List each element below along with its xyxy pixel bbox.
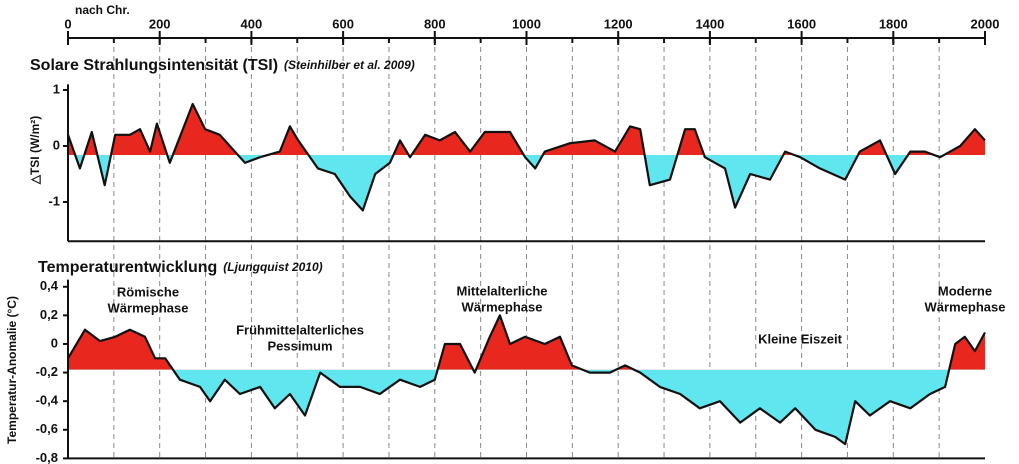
title-text: Temperaturentwicklung (38, 259, 217, 276)
annotation: Römische (117, 284, 179, 299)
annotation: Kleine Eiszeit (758, 331, 842, 346)
x-tick-label: 1600 (787, 16, 816, 31)
x-tick-label: 1200 (604, 16, 633, 31)
x-tick-label: 0 (64, 16, 71, 31)
title-text: Solare Strahlungsintensität (TSI) (30, 57, 278, 74)
source: (Steinhilber et al. 2009) (284, 58, 415, 72)
annotation: Wärmephase (108, 300, 189, 315)
y-tick-label: -0,8 (36, 450, 58, 464)
annotation: Pessimum (267, 338, 332, 353)
x-tick-label: 1000 (512, 16, 541, 31)
y-axis-label: Temperatur-Anomalie (°C) (5, 296, 19, 444)
y-tick-label: 0,2 (40, 307, 58, 322)
y-tick-label: 0 (51, 335, 58, 350)
y-axis-label: △TSI (W/m²) (28, 116, 42, 186)
line (67, 314, 986, 446)
chart-title: Temperaturentwicklung (Ljungquist 2010) (38, 259, 323, 276)
source: (Ljungquist 2010) (223, 260, 322, 274)
area-below (75, 154, 945, 211)
x-tick-label: 1400 (695, 16, 724, 31)
y-tick-label: 1 (53, 81, 60, 96)
x-tick-label: 200 (149, 16, 171, 31)
area-above (68, 315, 985, 370)
x-tick-label: 2000 (971, 16, 1000, 31)
x-tick-label: 600 (332, 16, 354, 31)
y-tick-label: -1 (48, 193, 60, 208)
area-above (68, 104, 985, 155)
x-tick-label: 800 (424, 16, 446, 31)
chart-title: Solare Strahlungsintensität (TSI) (Steinh… (30, 57, 415, 74)
y-tick-label: 0,4 (40, 278, 59, 293)
annotation: Moderne (938, 283, 992, 298)
line (66, 102, 986, 212)
area-below (173, 369, 950, 445)
y-tick-label: -0,4 (36, 393, 59, 408)
y-tick-label: 0 (53, 137, 60, 152)
x-tick-label: 1800 (879, 16, 908, 31)
x-tick-label: 400 (241, 16, 263, 31)
x-axis-label: nach Chr. (75, 3, 130, 17)
annotation: Mittelalterliche (456, 283, 547, 298)
annotation: Wärmephase (462, 299, 543, 314)
y-tick-label: -0,2 (36, 364, 58, 379)
y-tick-label: -0,6 (36, 421, 58, 436)
annotation: Wärmephase (925, 299, 1006, 314)
annotation: Frühmittelalterliches (236, 322, 364, 337)
